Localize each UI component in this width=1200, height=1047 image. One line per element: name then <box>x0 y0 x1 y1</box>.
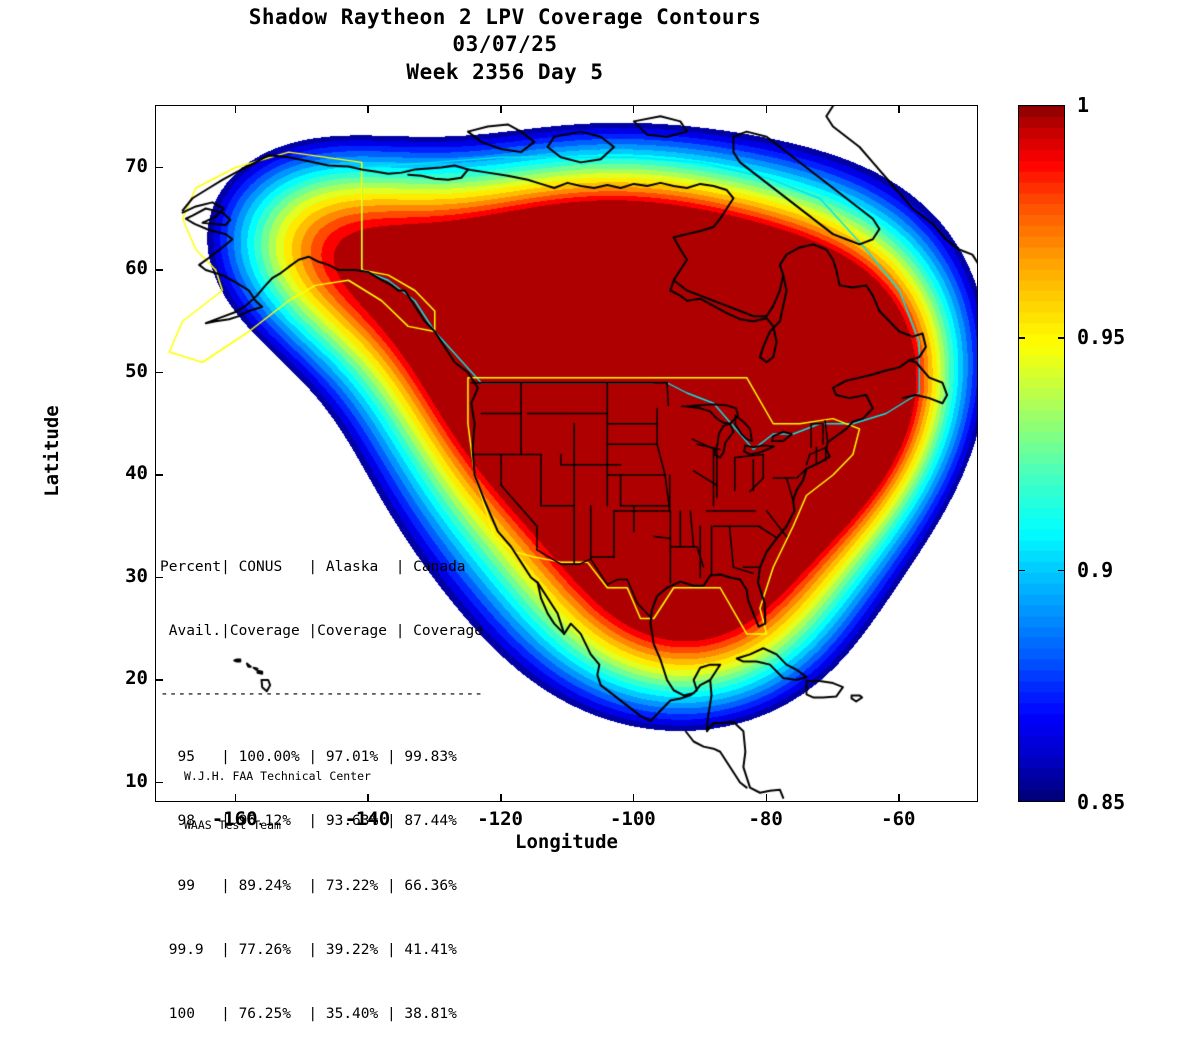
longitude-tick-mark <box>234 105 237 113</box>
map-outline-layer <box>156 106 977 801</box>
latitude-tick-label: 10 <box>125 769 148 792</box>
longitude-tick-mark <box>898 794 900 802</box>
latitude-tick-mark <box>155 269 163 271</box>
colorbar-tick-label: 0.9 <box>1077 557 1114 582</box>
longitude-tick-mark <box>898 105 900 113</box>
stats-separator: ------------------------------------- <box>160 685 484 702</box>
colorbar-tick-label: 1 <box>1077 93 1090 117</box>
latitude-tick-mark <box>155 576 163 579</box>
latitude-tick-mark <box>155 781 163 784</box>
credit-line-2: WAAS Test Team <box>184 817 281 832</box>
longitude-tick-mark <box>367 105 369 113</box>
latitude-tick-label: 20 <box>125 667 148 689</box>
longitude-tick-label: -60 <box>881 808 916 830</box>
chart-title-block: Shadow Raytheon 2 LPV Coverage Contours … <box>0 4 1010 86</box>
map-plot-area <box>155 105 978 802</box>
stats-header-row-1: Percent| CONUS | Alaska | Canada <box>160 558 466 575</box>
latitude-tick-labels: 70 60 50 40 30 20 10 <box>60 0 148 900</box>
longitude-tick-mark <box>765 794 768 802</box>
table-row: 95 | 100.00% | 97.01% | 99.83% <box>160 748 457 765</box>
longitude-tick-label: -140 <box>344 808 391 830</box>
colorbar-tick-mark <box>1058 569 1065 572</box>
colorbar <box>1018 105 1065 802</box>
table-row: 99.9 | 77.26% | 39.22% | 41.41% <box>160 942 457 959</box>
longitude-tick-mark <box>500 794 502 802</box>
longitude-tick-label: -160 <box>211 808 258 830</box>
title-line-2: 03/07/25 <box>452 32 558 57</box>
longitude-tick-label: -100 <box>609 808 656 830</box>
colorbar-gradient <box>1019 106 1064 801</box>
longitude-tick-mark <box>500 105 502 113</box>
credit-text: W.J.H. FAA Technical Center WAAS Test Te… <box>184 735 371 849</box>
y-axis-label: Latitude <box>41 405 63 497</box>
latitude-tick-label: 50 <box>125 359 148 382</box>
longitude-tick-mark <box>765 105 768 113</box>
latitude-tick-label: 70 <box>125 154 148 177</box>
colorbar-tick-label: 0.95 <box>1077 325 1126 350</box>
longitude-tick-mark <box>367 794 369 802</box>
longitude-tick-mark <box>632 105 635 113</box>
latitude-tick-label: 30 <box>125 564 148 587</box>
colorbar-tick-mark <box>1058 337 1065 339</box>
title-line-3: Week 2356 Day 5 <box>406 59 604 84</box>
latitude-tick-label: 40 <box>125 462 148 484</box>
longitude-tick-label: -80 <box>748 808 783 830</box>
credit-line-1: W.J.H. FAA Technical Center <box>184 768 371 783</box>
title-line-1: Shadow Raytheon 2 LPV Coverage Contours <box>248 5 762 29</box>
colorbar-tick-label: 0.85 <box>1077 790 1126 814</box>
table-row: 98 | 96.12% | 93.63% | 87.44% <box>160 813 457 830</box>
colorbar-tick-mark <box>1018 569 1025 572</box>
longitude-tick-mark <box>234 794 237 802</box>
latitude-tick-mark <box>155 371 163 374</box>
latitude-tick-mark <box>155 474 163 476</box>
latitude-tick-mark <box>155 166 163 169</box>
latitude-tick-label: 60 <box>125 257 148 279</box>
latitude-tick-mark <box>155 679 163 681</box>
table-row: 100 | 76.25% | 35.40% | 38.81% <box>160 1006 457 1023</box>
table-row: 99 | 89.24% | 73.22% | 66.36% <box>160 877 457 894</box>
longitude-tick-label: -120 <box>477 808 524 830</box>
longitude-tick-mark <box>632 794 635 802</box>
x-axis-label: Longitude <box>515 831 618 853</box>
colorbar-tick-mark <box>1018 337 1025 339</box>
stats-header-row-2: Avail.|Coverage |Coverage | Coverage <box>160 623 484 640</box>
